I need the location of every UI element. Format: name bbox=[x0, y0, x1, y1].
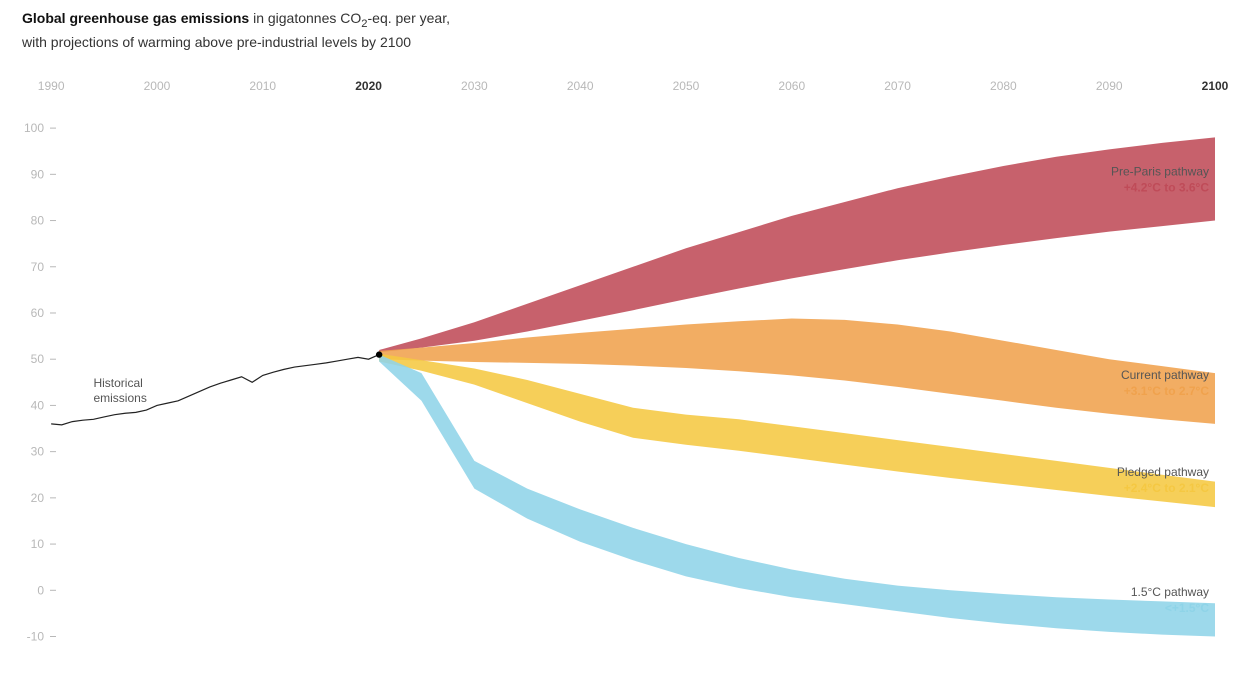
series-label-current: Current pathway bbox=[1121, 368, 1209, 382]
y-tick-label: 40 bbox=[31, 398, 45, 412]
series-label-pledged: Pledged pathway bbox=[1117, 465, 1209, 479]
series-label-onepointfive: 1.5°C pathway bbox=[1131, 585, 1209, 599]
x-tick-label: 1990 bbox=[38, 79, 65, 93]
title-bold: Global greenhouse gas emissions bbox=[22, 10, 249, 26]
x-tick-label: 2090 bbox=[1096, 79, 1123, 93]
y-tick-label: 0 bbox=[37, 583, 44, 597]
y-tick-label: 20 bbox=[31, 491, 45, 505]
y-tick-label: 10 bbox=[31, 537, 45, 551]
x-tick-label: 2030 bbox=[461, 79, 488, 93]
historical-label-1: Historical bbox=[93, 376, 142, 390]
y-tick-label: 60 bbox=[31, 306, 45, 320]
chart-title: Global greenhouse gas emissions in gigat… bbox=[22, 8, 450, 52]
title-line2: with projections of warming above pre-in… bbox=[22, 34, 411, 50]
x-tick-label: 2040 bbox=[567, 79, 594, 93]
x-tick-label: 2010 bbox=[249, 79, 276, 93]
x-tick-label: 2050 bbox=[673, 79, 700, 93]
y-tick-label: 50 bbox=[31, 352, 45, 366]
x-tick-label: 2080 bbox=[990, 79, 1017, 93]
chart-canvas: -100102030405060708090100199020002010202… bbox=[0, 0, 1250, 675]
y-tick-label: -10 bbox=[27, 630, 45, 644]
historical-label-2: emissions bbox=[93, 391, 146, 405]
x-tick-label: 2100 bbox=[1202, 79, 1229, 93]
series-temp-onepointfive: <+1.5°C bbox=[1165, 601, 1209, 615]
x-tick-label: 2060 bbox=[778, 79, 805, 93]
series-temp-pre_paris: +4.2°C to 3.6°C bbox=[1124, 181, 1210, 195]
series-temp-current: +3.1°C to 2.7°C bbox=[1124, 384, 1210, 398]
y-tick-label: 90 bbox=[31, 167, 45, 181]
x-tick-label: 2000 bbox=[144, 79, 171, 93]
branch-marker bbox=[376, 351, 382, 357]
x-tick-label: 2020 bbox=[355, 79, 382, 93]
series-temp-pledged: +2.4°C to 2.1°C bbox=[1124, 481, 1210, 495]
y-tick-label: 70 bbox=[31, 260, 45, 274]
y-tick-label: 30 bbox=[31, 445, 45, 459]
title-rest-a: in gigatonnes CO bbox=[249, 10, 361, 26]
y-tick-label: 100 bbox=[24, 121, 44, 135]
title-rest-b: -eq. per year, bbox=[368, 10, 451, 26]
x-tick-label: 2070 bbox=[884, 79, 911, 93]
y-tick-label: 80 bbox=[31, 214, 45, 228]
series-label-pre_paris: Pre-Paris pathway bbox=[1111, 165, 1209, 179]
